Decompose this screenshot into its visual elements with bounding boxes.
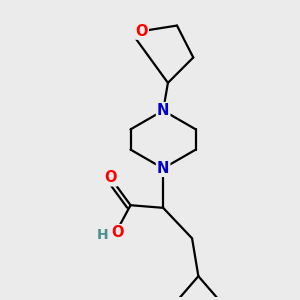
Text: O: O <box>104 170 117 185</box>
Text: N: N <box>157 103 169 118</box>
Text: H: H <box>96 228 108 242</box>
Text: N: N <box>157 161 169 176</box>
Text: O: O <box>135 24 148 39</box>
Text: O: O <box>112 225 124 240</box>
